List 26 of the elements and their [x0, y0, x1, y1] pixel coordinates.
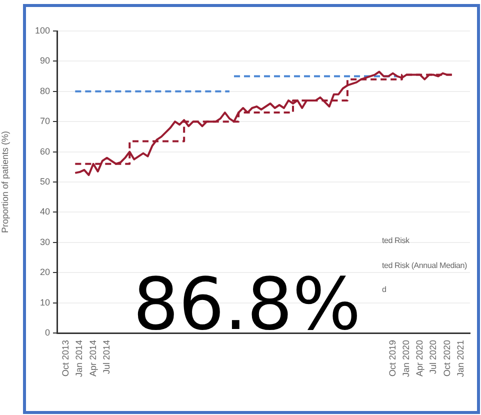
y-tick-label: 70 — [40, 116, 50, 126]
y-tick-label: 60 — [40, 146, 50, 156]
x-tick-label: Jul 2014 — [101, 340, 112, 374]
x-tick-label: Jan 2014 — [74, 340, 84, 378]
x-tick-label: Oct 2020 — [442, 340, 452, 377]
x-tick-label: Jan 2021 — [455, 340, 466, 378]
annotation: d — [382, 285, 386, 294]
x-tick-label: Oct 2013 — [60, 340, 71, 377]
y-tick-label: 50 — [40, 176, 50, 186]
y-tick-label: 90 — [40, 56, 50, 66]
annotation: ted Risk (Annual Median) — [382, 261, 468, 270]
annotation: ted Risk — [382, 236, 410, 245]
y-tick-label: 80 — [40, 86, 50, 96]
y-tick-label: 30 — [40, 236, 50, 247]
y-axis-title: Proportion of patients (%) — [0, 130, 10, 234]
y-tick-label: 10 — [40, 297, 50, 308]
x-tick-label: Oct 2019 — [387, 340, 398, 377]
x-tick-label: Apr 2020 — [414, 340, 425, 377]
y-tick-label: 20 — [40, 267, 50, 278]
x-tick-label: Jan 2020 — [400, 340, 411, 378]
x-tick-label: Apr 2014 — [88, 340, 98, 377]
x-tick-label: Jul 2020 — [428, 340, 438, 374]
annotation: 86.8% — [133, 262, 361, 346]
y-tick-label: 40 — [40, 206, 50, 217]
y-tick-label: 100 — [34, 25, 50, 36]
y-tick-label: 0 — [44, 327, 50, 338]
